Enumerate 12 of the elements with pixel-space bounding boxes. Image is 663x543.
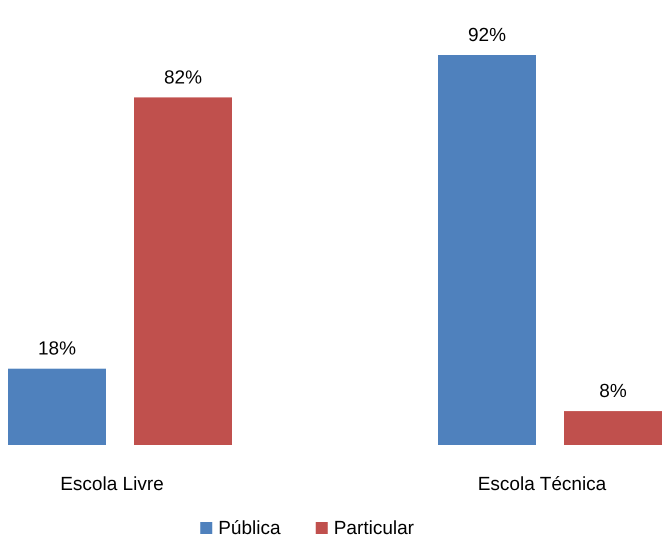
bar (8, 368, 106, 445)
legend-label: Particular (334, 518, 415, 539)
bar (564, 411, 662, 445)
data-label: 18% (38, 338, 76, 360)
x-tick-label: Escola Livre (60, 474, 164, 495)
data-label: 92% (468, 25, 506, 46)
x-tick-label: Escola Técnica (478, 474, 607, 495)
bar (438, 55, 536, 445)
bar (134, 97, 232, 445)
legend-label: Pública (218, 518, 281, 539)
data-label: 82% (164, 67, 202, 88)
data-label: 8% (599, 381, 627, 402)
